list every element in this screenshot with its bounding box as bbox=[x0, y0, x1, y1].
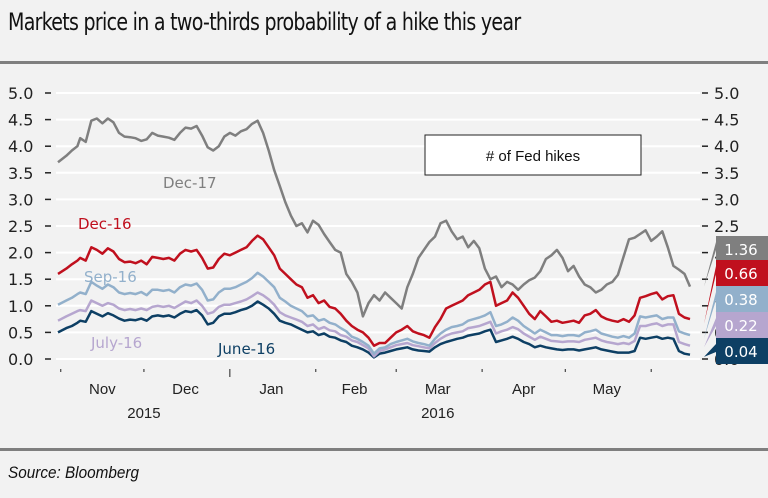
y-tick-label: 4.0 bbox=[8, 137, 33, 156]
bottom-divider bbox=[0, 448, 768, 451]
badge-value: 0.66 bbox=[724, 265, 757, 283]
x-year-label: 2016 bbox=[421, 405, 454, 422]
y-tick-label-right: 3.0 bbox=[714, 190, 739, 209]
badge-shape bbox=[704, 338, 768, 364]
badge-value: 1.36 bbox=[724, 241, 757, 259]
y-tick-label: 3.5 bbox=[8, 164, 33, 183]
x-month-label: Nov bbox=[89, 381, 116, 398]
badge-shape bbox=[704, 260, 768, 324]
end-badge-sep-16: 0.38 bbox=[704, 286, 768, 339]
y-tick-label-right: 3.5 bbox=[714, 164, 739, 183]
x-year-label: 2015 bbox=[127, 405, 160, 422]
series-label-sep-16: Sep-16 bbox=[84, 268, 137, 286]
legend: # of Fed hikes bbox=[424, 134, 642, 176]
series-label-june-16: June-16 bbox=[217, 340, 275, 358]
badge-shape bbox=[704, 312, 768, 348]
x-month-label: May bbox=[593, 381, 622, 398]
series-label-july-16: July-16 bbox=[90, 334, 142, 352]
y-tick-label: 5.0 bbox=[8, 84, 33, 103]
x-month-label: Mar bbox=[425, 381, 451, 398]
badge-value: 0.22 bbox=[724, 317, 757, 335]
badge-shape bbox=[704, 286, 768, 339]
chart-title: Markets price in a two-thirds probabilit… bbox=[8, 8, 521, 36]
series-label-dec-16: Dec-16 bbox=[78, 215, 132, 233]
x-month-label: Feb bbox=[342, 381, 368, 398]
y-tick-label: 2.5 bbox=[8, 217, 33, 236]
y-tick-label: 1.0 bbox=[8, 297, 33, 316]
x-month-label: Jan bbox=[259, 381, 283, 398]
legend-title: # of Fed hikes bbox=[486, 148, 580, 165]
x-axis: Nov Dec Jan Feb Mar Apr May 2015 2016 bbox=[60, 369, 652, 422]
series-labels: Dec-17 Dec-16 Sep-16 July-16 June-16 bbox=[78, 174, 275, 358]
source-note: Source: Bloomberg bbox=[8, 463, 139, 482]
series-label-dec-17: Dec-17 bbox=[163, 174, 217, 192]
y-tick-label: 3.0 bbox=[8, 190, 33, 209]
y-tick-label: 0.5 bbox=[8, 323, 33, 342]
x-month-label: Apr bbox=[512, 381, 535, 398]
y-tick-label-right: 5.0 bbox=[714, 84, 739, 103]
y-tick-label-right: 4.0 bbox=[714, 137, 739, 156]
series-line-dec-17 bbox=[57, 117, 692, 318]
y-tick-label: 0.0 bbox=[8, 350, 33, 369]
badge-value: 0.04 bbox=[724, 343, 757, 361]
end-badge-july-16: 0.22 bbox=[704, 312, 768, 348]
y-tick-label: 4.5 bbox=[8, 111, 33, 130]
series-line-sep-16 bbox=[57, 271, 691, 355]
y-tick-label: 2.0 bbox=[8, 244, 33, 263]
legend-box bbox=[424, 134, 642, 176]
y-axis-left: 0.0 0.5 1.0 1.5 2.0 2.5 3.0 3.5 4.0 4.5 5.0 bbox=[8, 84, 51, 369]
top-divider bbox=[0, 61, 768, 64]
y-tick-label: 1.5 bbox=[8, 270, 33, 289]
end-badge-dec-16: 0.66 bbox=[704, 260, 768, 324]
y-tick-label-right: 2.5 bbox=[714, 217, 739, 236]
series-line-dec-16 bbox=[57, 234, 691, 347]
series-line-july-16 bbox=[57, 291, 691, 358]
badge-value: 0.38 bbox=[724, 291, 757, 309]
end-badge-june-16: 0.04 bbox=[704, 338, 768, 364]
x-month-label: Dec bbox=[172, 381, 199, 398]
y-tick-label-right: 4.5 bbox=[714, 111, 739, 130]
series-lines bbox=[57, 117, 692, 359]
end-value-badges: 1.36 0.66 0.38 0.22 0.04 bbox=[704, 236, 768, 364]
